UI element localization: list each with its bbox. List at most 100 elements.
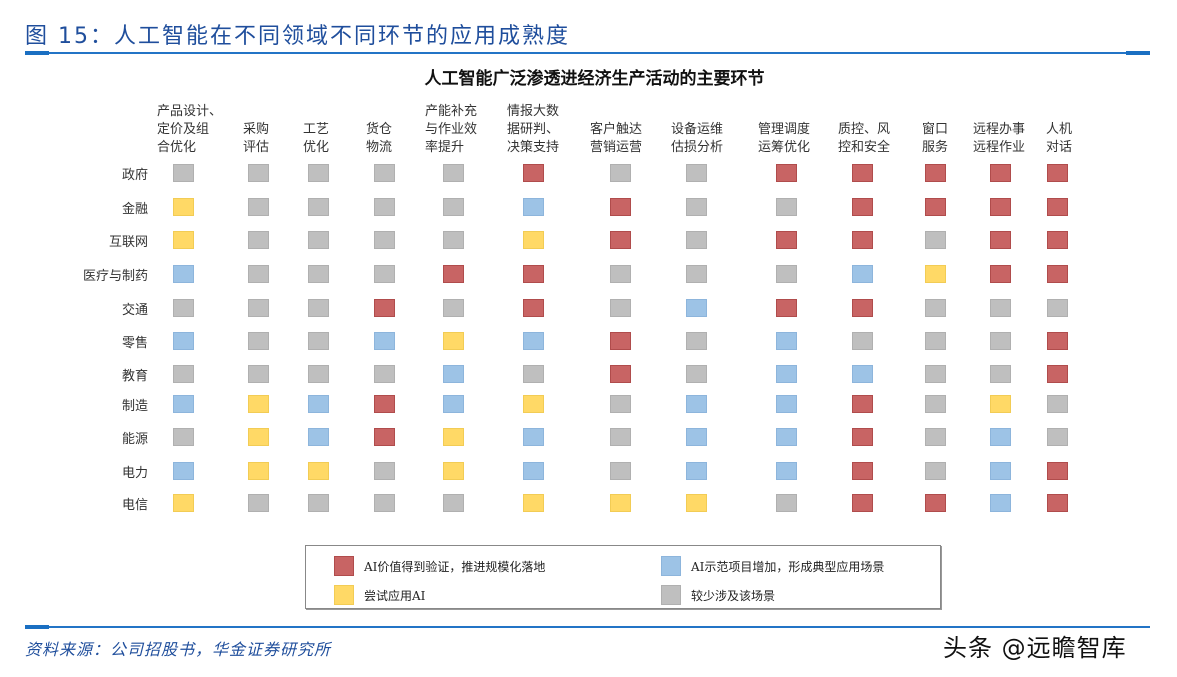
heatmap-cell [248, 365, 269, 383]
heatmap-cell [1047, 395, 1068, 413]
heatmap-cell [990, 462, 1011, 480]
heatmap-cell [925, 428, 946, 446]
legend-item-trial: 尝试应用AI [334, 585, 425, 605]
heatmap-cell [173, 265, 194, 283]
heatmap-cell [173, 299, 194, 317]
heatmap-cell [686, 265, 707, 283]
heatmap-cell [173, 332, 194, 350]
heatmap-cell [308, 198, 329, 216]
heatmap-cell [173, 198, 194, 216]
heatmap-cell [248, 428, 269, 446]
heatmap-cell [248, 265, 269, 283]
column-header: 人机 对话 [1046, 122, 1073, 155]
heatmap-cell [990, 365, 1011, 383]
figure-title: 图 15：人工智能在不同领域不同环节的应用成熟度 [25, 24, 570, 49]
heatmap-cell [776, 395, 797, 413]
heatmap-cell [443, 332, 464, 350]
heatmap-cell [523, 494, 544, 512]
heatmap-cell [610, 332, 631, 350]
heatmap-cell [523, 462, 544, 480]
row-label: 零售 [121, 336, 148, 351]
heatmap-cell [443, 265, 464, 283]
heatmap-cell [443, 164, 464, 182]
heatmap-cell [308, 265, 329, 283]
heatmap-cell [1047, 231, 1068, 249]
row-label: 电信 [121, 498, 148, 513]
title-rule-accent-left [25, 51, 49, 55]
heatmap-cell [686, 494, 707, 512]
column-header: 设备运维 估损分析 [671, 122, 724, 155]
source-note: 资料来源：公司招股书，华金证券研究所 [25, 640, 332, 659]
heatmap-cell [776, 299, 797, 317]
heatmap-cell [925, 265, 946, 283]
heatmap-cell [776, 231, 797, 249]
heatmap-cell [990, 332, 1011, 350]
heatmap-cell [443, 428, 464, 446]
legend-item-rare: 较少涉及该场景 [661, 585, 775, 605]
heatmap-cell [248, 198, 269, 216]
yellow-swatch-icon [334, 585, 354, 605]
row-label: 互联网 [108, 235, 148, 250]
heatmap-cell [686, 231, 707, 249]
heatmap-cell [610, 299, 631, 317]
heatmap-cell [686, 428, 707, 446]
heatmap-cell [1047, 299, 1068, 317]
heatmap-cell [990, 231, 1011, 249]
heatmap-cell [523, 265, 544, 283]
heatmap-cell [374, 299, 395, 317]
column-header: 管理调度 运筹优化 [758, 122, 811, 155]
source-rule-accent [25, 625, 49, 629]
column-header: 采购 评估 [243, 122, 270, 155]
heatmap-cell [686, 332, 707, 350]
heatmap-cell [374, 395, 395, 413]
row-label: 电力 [121, 466, 148, 481]
heatmap-cell [1047, 164, 1068, 182]
row-label: 能源 [121, 432, 148, 447]
heatmap-cell [852, 395, 873, 413]
column-header: 情报大数 据研判、 决策支持 [507, 104, 560, 155]
watermark: 头条 @远瞻智库 [943, 634, 1127, 662]
heatmap-cell [374, 231, 395, 249]
column-header: 客户触达 营销运营 [590, 122, 643, 155]
row-label: 教育 [121, 369, 148, 384]
heatmap-cell [852, 164, 873, 182]
heatmap-cell [443, 462, 464, 480]
heatmap-cell [523, 428, 544, 446]
heatmap-cell [443, 299, 464, 317]
heatmap-cell [173, 428, 194, 446]
heatmap-cell [925, 462, 946, 480]
row-label: 交通 [121, 303, 148, 318]
heatmap-cell [776, 494, 797, 512]
heatmap-cell [308, 395, 329, 413]
heatmap-cell [308, 365, 329, 383]
heatmap-cell [776, 365, 797, 383]
blue-swatch-icon [661, 556, 681, 576]
heatmap-cell [776, 428, 797, 446]
heatmap-cell [925, 332, 946, 350]
heatmap-cell [852, 365, 873, 383]
heatmap-cell [1047, 428, 1068, 446]
source-rule [25, 626, 1150, 628]
heatmap-cell [686, 365, 707, 383]
heatmap-cell [248, 231, 269, 249]
heatmap-cell [610, 365, 631, 383]
heatmap-cell [852, 299, 873, 317]
column-header: 货仓 物流 [366, 122, 393, 155]
heatmap-cell [610, 395, 631, 413]
heatmap-cell [686, 462, 707, 480]
heatmap-cell [686, 198, 707, 216]
heatmap-cell [776, 462, 797, 480]
legend-label: AI价值得到验证，推进规模化落地 [364, 559, 546, 574]
heatmap-cell [925, 365, 946, 383]
heatmap-cell [852, 494, 873, 512]
heatmap-cell [990, 494, 1011, 512]
heatmap-cell [248, 164, 269, 182]
heatmap-cell [523, 332, 544, 350]
heatmap-cell [852, 332, 873, 350]
heatmap-cell [248, 462, 269, 480]
heatmap-cell [374, 332, 395, 350]
legend-label: 尝试应用AI [364, 588, 426, 603]
heatmap-cell [610, 164, 631, 182]
heatmap-cell [776, 265, 797, 283]
heatmap-cell [523, 395, 544, 413]
